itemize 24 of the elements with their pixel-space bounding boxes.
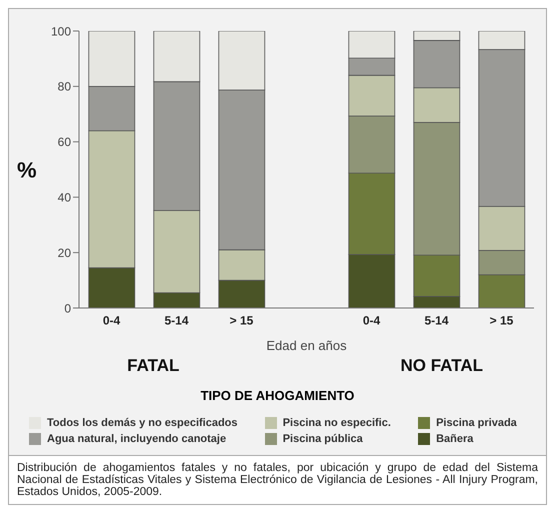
legend-title: TIPO DE AHOGAMIENTO <box>200 388 356 403</box>
y-tick-label: 60 <box>58 135 72 150</box>
legend-label: Agua natural, incluyendo canotaje <box>47 433 226 445</box>
text: FATAL <box>126 356 180 376</box>
x-tick-label: 0-4 <box>362 314 380 328</box>
x-tick-label: > 15 <box>230 314 254 328</box>
x-tick-label: 0-4 <box>102 314 120 328</box>
y-tick-label: 80 <box>58 80 72 94</box>
legend-label: Piscina no especific. <box>282 417 391 429</box>
text: Distribución de ahogamientos fatales y no fatales, por ubicación y grupo de edad del Sistema Nacional de Estadísticas Vitales y Sistema Electrónico de Vigilancia de Lesiones - All Injury Program, Estados Unidos, 2005-2009. <box>17 462 538 498</box>
legend-label: Piscina privada <box>436 417 517 429</box>
legend-label: Piscina pública <box>282 433 363 445</box>
text: NO FATAL <box>400 356 484 376</box>
y-tick-label: 40 <box>58 190 72 204</box>
legend-label: Todos los demás y no especificados <box>47 417 238 429</box>
y-tick-label: 20 <box>58 246 72 260</box>
legend-label: Bañera <box>436 433 474 445</box>
x-tick-label: > 15 <box>490 314 514 328</box>
y-axis-title: % <box>17 157 37 182</box>
x-axis-title: Edad en años <box>266 338 348 353</box>
y-tick-label: 0 <box>64 301 72 316</box>
x-tick-label: 5-14 <box>164 314 189 328</box>
y-tick-label: 100 <box>50 24 72 38</box>
x-tick-label: 5-14 <box>424 314 449 328</box>
